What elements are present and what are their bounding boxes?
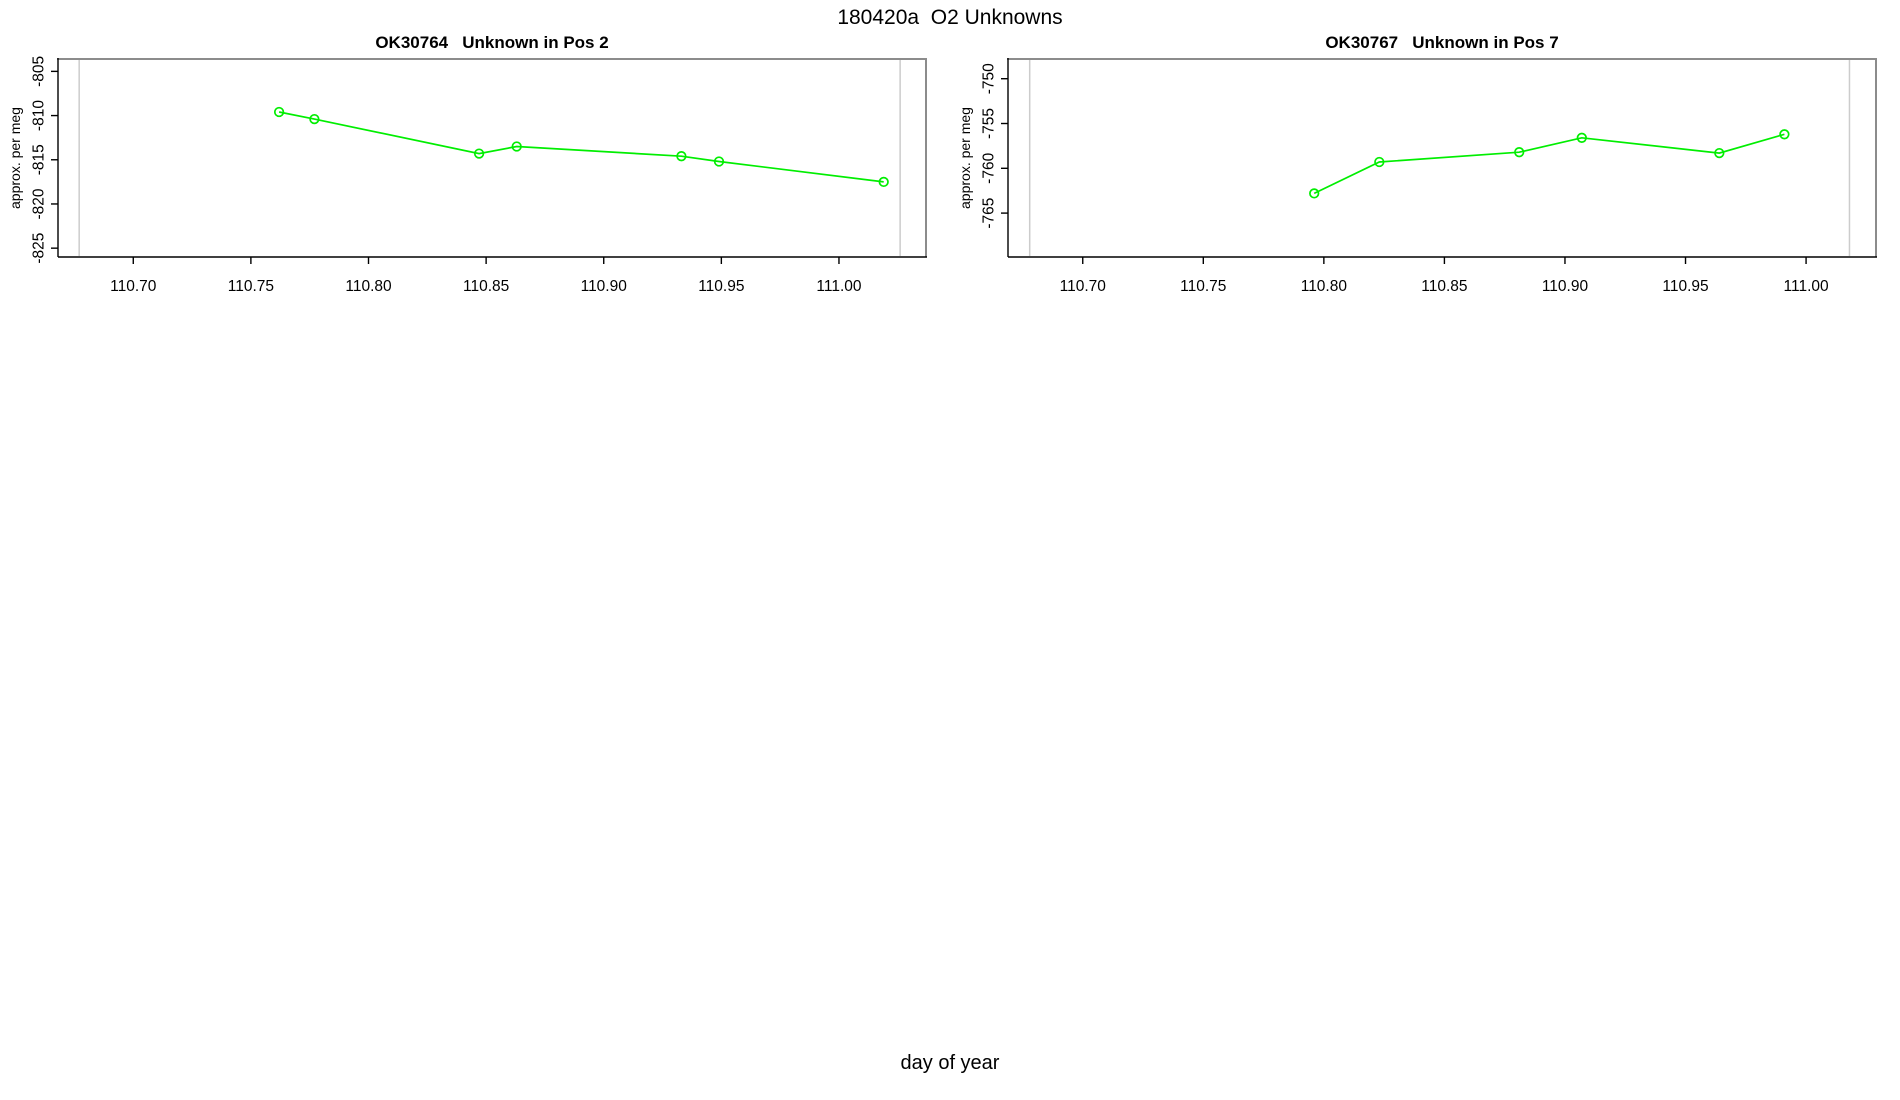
x-tick-label: 111.00 <box>1784 278 1829 295</box>
chart-ok30764: OK30764 Unknown in Pos 2 approx. per meg… <box>0 0 950 335</box>
y-tick-label: -765 <box>981 198 998 229</box>
y-tick-label: -760 <box>981 152 998 183</box>
y-tick-label: -825 <box>31 233 48 264</box>
y-tick-label: -755 <box>981 108 998 139</box>
data-point-marker <box>878 176 889 188</box>
y-tick-label: -805 <box>31 56 48 87</box>
data-point-marker <box>273 106 285 118</box>
x-tick-label: 111.00 <box>816 278 861 295</box>
y-tick-label: -815 <box>31 144 48 175</box>
x-tick-label: 110.95 <box>1662 278 1708 295</box>
x-tick-label: 110.80 <box>345 278 392 295</box>
y-tick-label: -810 <box>31 100 48 131</box>
data-point-marker <box>1309 188 1320 199</box>
x-axis-global-label: day of year <box>900 1052 1000 1074</box>
x-tick-label: 110.95 <box>698 278 744 295</box>
data-point-marker <box>713 156 725 167</box>
data-point-marker <box>1514 147 1525 158</box>
data-point-marker <box>1576 132 1587 143</box>
data-point-marker <box>1374 156 1385 168</box>
data-point-marker <box>676 151 687 162</box>
y-tick-label: -750 <box>981 63 998 94</box>
data-point-marker <box>511 141 522 152</box>
x-tick-label: 110.75 <box>228 278 274 295</box>
x-tick-label: 110.90 <box>1542 278 1589 295</box>
series-line <box>278 111 884 183</box>
x-tick-label: 110.90 <box>581 278 628 295</box>
page-title: 180420a O2 Unknowns <box>837 6 1063 29</box>
x-tick-label: 110.70 <box>1060 278 1107 295</box>
x-tick-label: 110.85 <box>1421 278 1467 295</box>
data-point-marker <box>1714 147 1725 159</box>
chart-title: OK30767 Unknown in Pos 7 <box>1325 33 1559 52</box>
plot-area: 110.70 110.75 110.80 110.85 110.90 110.95 111.… <box>981 58 1877 295</box>
chart-ok30767: OK30767 Unknown in Pos 7 approx. per meg… <box>950 0 1900 335</box>
data-point-marker <box>1779 129 1790 140</box>
plot-area: 110.70 110.75 110.80 110.85 110.90 110.95 111.… <box>31 56 927 295</box>
x-tick-label: 110.85 <box>463 278 509 295</box>
data-point-marker <box>473 148 485 159</box>
x-tick-label: 110.75 <box>1180 278 1226 295</box>
chart-title: OK30764 Unknown in Pos 2 <box>375 33 609 52</box>
y-tick-label: -820 <box>31 188 48 219</box>
x-tick-label: 110.70 <box>110 278 157 295</box>
x-tick-label: 110.80 <box>1301 278 1348 295</box>
data-point-marker <box>309 113 320 125</box>
series-line <box>1313 133 1785 195</box>
